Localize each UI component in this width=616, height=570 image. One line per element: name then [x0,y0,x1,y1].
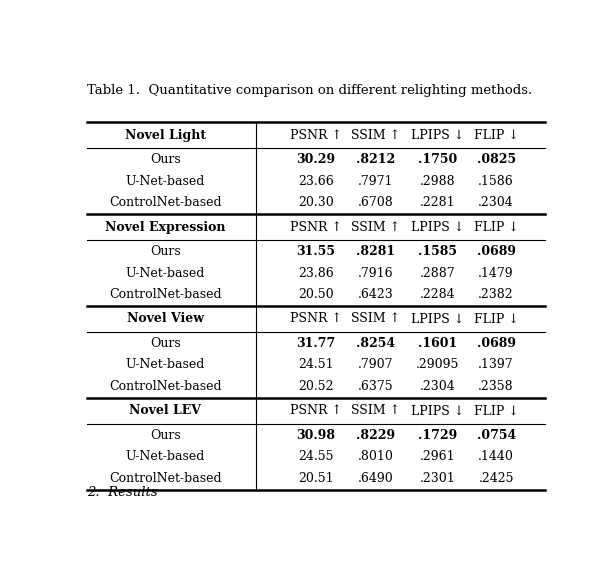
Text: Ours: Ours [150,429,180,442]
Text: .2304: .2304 [419,380,455,393]
Text: .0689: .0689 [477,245,516,258]
Text: .2284: .2284 [419,288,455,302]
Text: SSIM ↑: SSIM ↑ [351,221,400,234]
Text: PSNR ↑: PSNR ↑ [290,221,342,234]
Text: SSIM ↑: SSIM ↑ [351,129,400,141]
Text: .7907: .7907 [358,359,393,372]
Text: 24.55: 24.55 [298,450,333,463]
Text: .2358: .2358 [479,380,514,393]
Text: Ours: Ours [150,336,180,349]
Text: PSNR ↑: PSNR ↑ [290,405,342,417]
Text: .2382: .2382 [479,288,514,302]
Text: PSNR ↑: PSNR ↑ [290,129,342,141]
Text: 23.66: 23.66 [298,174,334,188]
Text: U-Net-based: U-Net-based [126,359,205,372]
Text: ControlNet-based: ControlNet-based [109,288,222,302]
Text: .1397: .1397 [479,359,514,372]
Text: Ours: Ours [150,245,180,258]
Text: .1585: .1585 [418,245,457,258]
Text: .0689: .0689 [477,336,516,349]
Text: .0825: .0825 [477,153,516,166]
Text: .6375: .6375 [357,380,393,393]
Text: .1601: .1601 [418,336,457,349]
Text: 20.30: 20.30 [298,197,334,209]
Text: .2425: .2425 [479,473,514,485]
Text: .1750: .1750 [418,153,457,166]
Text: LPIPS ↓: LPIPS ↓ [411,312,464,325]
Text: .1440: .1440 [478,450,514,463]
Text: SSIM ↑: SSIM ↑ [351,405,400,417]
Text: FLIP ↓: FLIP ↓ [474,129,519,141]
Text: FLIP ↓: FLIP ↓ [474,312,519,325]
Text: 2.  Results: 2. Results [86,486,157,499]
Text: .7916: .7916 [357,267,393,279]
Text: .1729: .1729 [418,429,457,442]
Text: U-Net-based: U-Net-based [126,267,205,279]
Text: ControlNet-based: ControlNet-based [109,380,222,393]
Text: 31.77: 31.77 [296,336,335,349]
Text: .2281: .2281 [419,197,455,209]
Text: .8229: .8229 [356,429,395,442]
Text: FLIP ↓: FLIP ↓ [474,221,519,234]
Text: Table 1.  Quantitative comparison on different relighting methods.: Table 1. Quantitative comparison on diff… [86,84,532,97]
Text: 30.29: 30.29 [296,153,335,166]
Text: 20.51: 20.51 [298,473,333,485]
Text: .6490: .6490 [357,473,393,485]
Text: .6708: .6708 [357,197,393,209]
Text: Ours: Ours [150,153,180,166]
Text: .2961: .2961 [419,450,455,463]
Text: .8212: .8212 [356,153,395,166]
Text: .1586: .1586 [478,174,514,188]
Text: Novel Expression: Novel Expression [105,221,225,234]
Text: 20.50: 20.50 [298,288,333,302]
Text: FLIP ↓: FLIP ↓ [474,405,519,417]
Text: U-Net-based: U-Net-based [126,174,205,188]
Text: .2887: .2887 [419,267,455,279]
Text: .2301: .2301 [419,473,455,485]
Text: .8254: .8254 [356,336,395,349]
Text: LPIPS ↓: LPIPS ↓ [411,221,464,234]
Text: 23.86: 23.86 [298,267,334,279]
Text: Novel LEV: Novel LEV [129,405,201,417]
Text: Novel Light: Novel Light [125,129,206,141]
Text: .8010: .8010 [357,450,393,463]
Text: .6423: .6423 [357,288,393,302]
Text: .7971: .7971 [358,174,393,188]
Text: .0754: .0754 [477,429,516,442]
Text: 20.52: 20.52 [298,380,333,393]
Text: .2304: .2304 [478,197,514,209]
Text: Novel View: Novel View [127,312,204,325]
Text: 24.51: 24.51 [298,359,333,372]
Text: LPIPS ↓: LPIPS ↓ [411,405,464,417]
Text: ControlNet-based: ControlNet-based [109,473,222,485]
Text: .2988: .2988 [419,174,455,188]
Text: 31.55: 31.55 [296,245,335,258]
Text: 30.98: 30.98 [296,429,335,442]
Text: ControlNet-based: ControlNet-based [109,197,222,209]
Text: SSIM ↑: SSIM ↑ [351,312,400,325]
Text: PSNR ↑: PSNR ↑ [290,312,342,325]
Text: LPIPS ↓: LPIPS ↓ [411,129,464,141]
Text: U-Net-based: U-Net-based [126,450,205,463]
Text: .29095: .29095 [416,359,459,372]
Text: .1479: .1479 [479,267,514,279]
Text: .8281: .8281 [356,245,395,258]
